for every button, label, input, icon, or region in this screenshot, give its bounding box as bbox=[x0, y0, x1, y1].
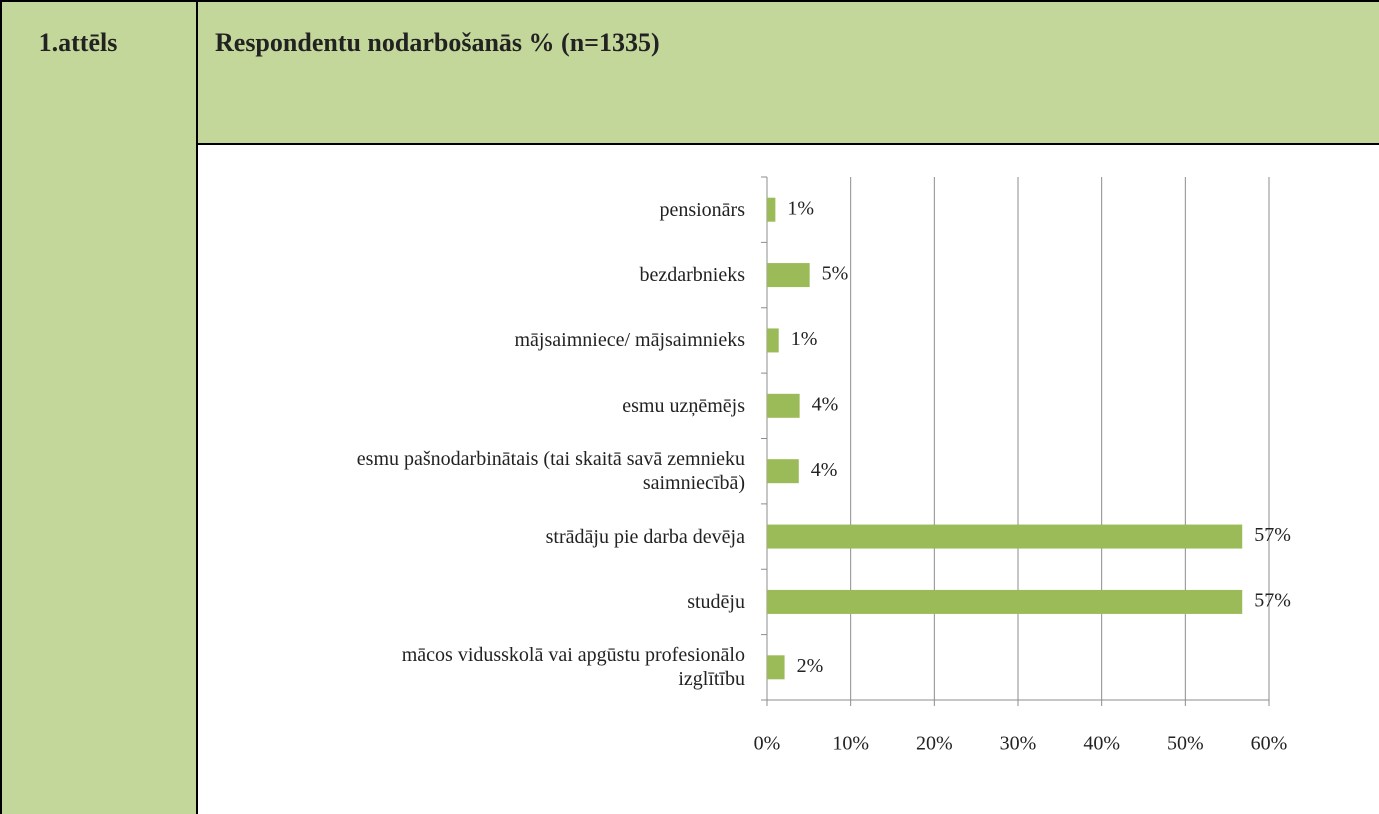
bar bbox=[767, 589, 1243, 614]
figure-label: 1.attēls bbox=[39, 28, 118, 57]
x-tick-label: 60% bbox=[1251, 733, 1288, 755]
data-label: 57% bbox=[1254, 524, 1291, 546]
bar bbox=[767, 328, 779, 353]
bar bbox=[767, 459, 799, 484]
x-tick-label: 40% bbox=[1083, 733, 1120, 755]
header-cell bbox=[197, 0, 1379, 144]
chart-title: Respondentu nodarbošanās % (n=1335) bbox=[215, 28, 660, 57]
x-tick-label: 20% bbox=[916, 733, 953, 755]
label-column bbox=[0, 0, 197, 814]
data-label: 57% bbox=[1254, 590, 1291, 612]
bar bbox=[767, 197, 776, 222]
category-label: bezdarbnieks bbox=[639, 264, 745, 287]
data-label: 4% bbox=[811, 459, 838, 481]
bar bbox=[767, 393, 800, 418]
category-label: esmu uzņēmējs bbox=[622, 394, 745, 417]
data-label: 5% bbox=[822, 263, 849, 285]
x-tick-label: 50% bbox=[1167, 733, 1204, 755]
category-label: mājsaimniece/ mājsaimnieks bbox=[514, 329, 746, 352]
category-label: esmu pašnodarbinātais (tai skaitā savā z… bbox=[356, 448, 745, 495]
category-label: pensionārs bbox=[659, 198, 745, 221]
bar bbox=[767, 524, 1243, 549]
category-label: studēju bbox=[687, 590, 745, 613]
x-tick-label: 0% bbox=[754, 733, 781, 755]
x-tick-label: 30% bbox=[1000, 733, 1037, 755]
bar bbox=[767, 655, 785, 680]
data-label: 4% bbox=[812, 393, 839, 415]
bar bbox=[767, 263, 810, 288]
data-label: 1% bbox=[787, 197, 814, 219]
data-label: 2% bbox=[797, 655, 824, 677]
data-label: 1% bbox=[791, 328, 818, 350]
category-label: strādāju pie darba devēja bbox=[545, 525, 745, 548]
x-tick-label: 10% bbox=[832, 733, 869, 755]
category-label: mācos vidusskolā vai apgūstu profesionāl… bbox=[401, 644, 745, 691]
